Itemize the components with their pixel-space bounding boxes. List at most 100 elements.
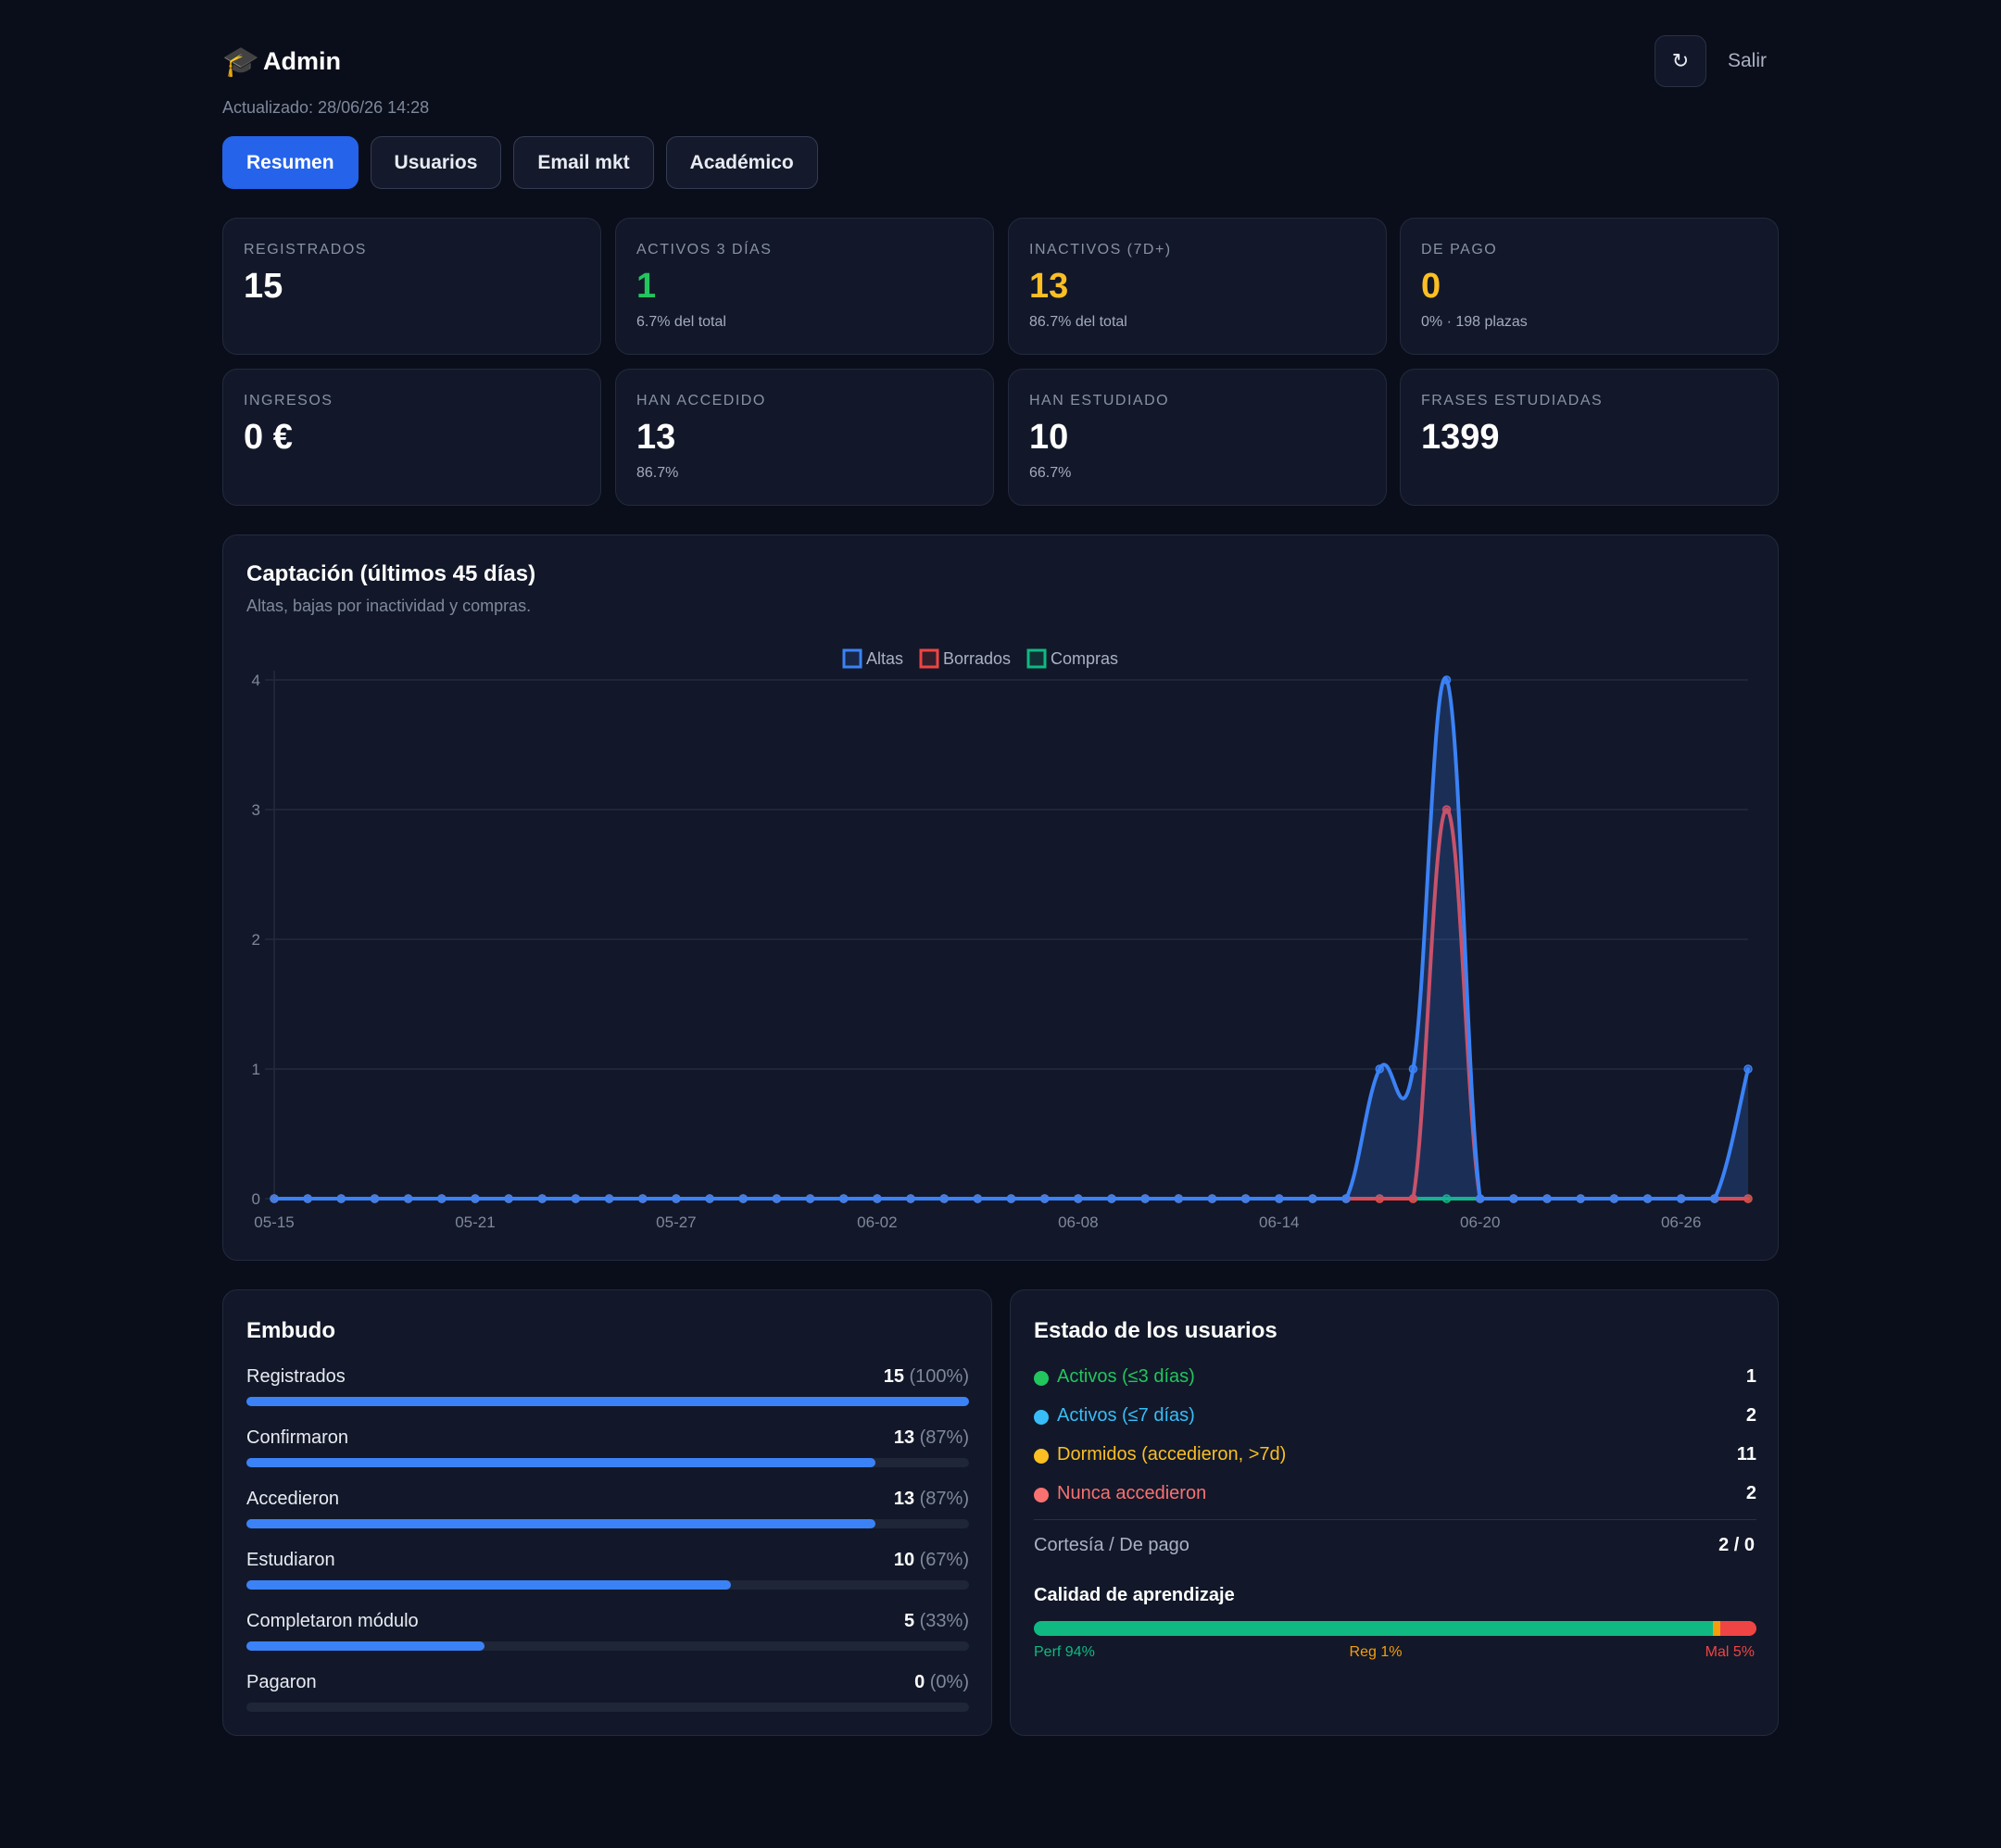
data-point-altas (370, 1194, 380, 1203)
funnel-value: 13 (87%) (894, 1427, 969, 1449)
data-point-altas (270, 1194, 279, 1203)
funnel-bar-track (246, 1519, 969, 1528)
x-tick-label: 06-08 (1058, 1213, 1098, 1231)
funnel-bar-track (246, 1580, 969, 1590)
funnel-label: Registrados (246, 1366, 346, 1387)
data-point-altas (1743, 1064, 1753, 1074)
data-point-altas (1308, 1194, 1317, 1203)
data-point-altas (437, 1194, 447, 1203)
funnel-count: 10 (893, 1550, 915, 1570)
data-point-borrados (1441, 805, 1452, 814)
quality-segment (1713, 1621, 1720, 1636)
series-line-borrados (272, 808, 1750, 1201)
stat-card-ingresos: INGRESOS 0 € (222, 369, 601, 506)
funnel-value: 15 (100%) (884, 1366, 969, 1388)
data-point-borrados (1408, 1194, 1418, 1203)
stat-label: HAN ACCEDIDO (636, 393, 766, 409)
funnel-bar-fill (246, 1458, 875, 1467)
legend-label: Borrados (943, 649, 1011, 668)
captacion-chart-card: Captación (últimos 45 días) Altas, bajas… (222, 534, 1779, 1261)
stat-sub: 66.7% (1029, 465, 1072, 481)
status-row: Dormidos (accedieron, >7d) 11 (1034, 1444, 1756, 1472)
data-point-altas (1475, 1194, 1485, 1203)
data-point-altas (1140, 1194, 1150, 1203)
stat-value: 15 (244, 267, 283, 306)
legend-label: Altas (866, 649, 903, 668)
quality-label: Perf 94% (1034, 1644, 1095, 1660)
tab-academico[interactable]: Académico (665, 136, 818, 189)
stat-sub: 86.7% (636, 465, 679, 481)
stat-value: 0 € (244, 418, 293, 457)
data-point-altas (1509, 1194, 1518, 1203)
status-label: Activos (≤7 días) (1057, 1405, 1195, 1426)
quality-label: Mal 5% (1705, 1644, 1755, 1660)
data-point-borrados (1375, 1194, 1384, 1203)
funnel-percent: (0%) (929, 1672, 969, 1692)
data-point-altas (738, 1194, 748, 1203)
data-point-altas (805, 1194, 815, 1203)
quality-segment (1719, 1621, 1756, 1636)
stat-sub: 6.7% del total (636, 314, 726, 330)
funnel-bar-track (246, 1703, 969, 1712)
x-tick-label: 06-02 (857, 1213, 897, 1231)
y-tick-label: 4 (252, 672, 260, 689)
funnel-bar-fill (246, 1580, 731, 1590)
data-point-altas (303, 1194, 312, 1203)
funnel-card: Embudo Registrados 15 (100%) Confirmaron 13… (222, 1289, 992, 1736)
data-point-altas (638, 1194, 648, 1203)
funnel-count: 13 (893, 1427, 915, 1448)
chart-title: Captación (últimos 45 días) (246, 561, 536, 586)
tab-resumen[interactable]: Resumen (222, 136, 359, 189)
data-point-altas (537, 1194, 547, 1203)
user-status-card: Estado de los usuarios Activos (≤3 días)… (1010, 1289, 1779, 1736)
series-area-altas (274, 678, 1748, 1199)
data-point-altas (1375, 1064, 1384, 1074)
chart-subtitle: Altas, bajas por inactividad y compras. (246, 597, 532, 615)
funnel-label: Completaron módulo (246, 1611, 419, 1631)
stat-label: INACTIVOS (7D+) (1029, 242, 1172, 258)
funnel-value: 13 (87%) (894, 1489, 969, 1510)
data-point-altas (1174, 1194, 1184, 1203)
logout-link[interactable]: Salir (1728, 50, 1768, 71)
stat-label: DE PAGO (1421, 242, 1498, 258)
data-point-altas (1441, 675, 1452, 685)
funnel-count: 13 (893, 1489, 915, 1509)
data-point-altas (772, 1194, 782, 1203)
data-point-altas (1576, 1194, 1585, 1203)
funnel-label: Estudiaron (246, 1550, 335, 1570)
stat-card-registrados: REGISTRADOS 15 (222, 218, 601, 355)
stat-value: 1 (636, 267, 657, 306)
legend-swatch (842, 648, 862, 669)
data-point-altas (403, 1194, 413, 1203)
status-label: Dormidos (accedieron, >7d) (1057, 1444, 1287, 1465)
tab-usuarios[interactable]: Usuarios (370, 136, 502, 189)
status-dot-icon (1034, 1449, 1049, 1464)
funnel-value: 0 (0%) (914, 1672, 969, 1693)
stat-card-activos: ACTIVOS 3 DÍAS 1 6.7% del total (615, 218, 994, 355)
refresh-button[interactable]: ↻ (1655, 35, 1706, 87)
page-title: Admin (263, 47, 341, 75)
status-label: Nunca accedieron (1057, 1483, 1207, 1503)
funnel-percent: (87%) (919, 1427, 969, 1448)
stat-label: HAN ESTUDIADO (1029, 393, 1170, 409)
tab-bar: Resumen Usuarios Email mkt Académico (222, 136, 818, 189)
quality-title: Calidad de aprendizaje (1034, 1585, 1235, 1605)
data-point-altas (906, 1194, 915, 1203)
captacion-line-chart: 0 1 2 3 4 05-15 05-21 05-27 06-02 06-08 06-14 06-20… (252, 648, 1753, 1231)
status-count: 1 (1745, 1366, 1756, 1387)
funnel-bar-fill (246, 1519, 875, 1528)
header: 🎓 Admin ↻ Salir (222, 35, 1779, 91)
funnel-row: Confirmaron 13 (87%) (246, 1427, 969, 1474)
stat-label: ACTIVOS 3 DÍAS (636, 242, 773, 258)
data-point-borrados (1743, 1194, 1753, 1203)
x-tick-label: 06-20 (1460, 1213, 1500, 1231)
y-tick-label: 1 (252, 1061, 260, 1078)
funnel-value: 10 (67%) (894, 1550, 969, 1571)
quality-segment (1034, 1621, 1714, 1636)
status-row: Activos (≤7 días) 2 (1034, 1405, 1756, 1433)
tab-email-mkt[interactable]: Email mkt (513, 136, 654, 189)
funnel-bar-fill (246, 1397, 969, 1406)
graduation-cap-icon: 🎓 (222, 44, 259, 78)
funnel-bar-track (246, 1397, 969, 1406)
data-point-altas (1039, 1194, 1050, 1203)
